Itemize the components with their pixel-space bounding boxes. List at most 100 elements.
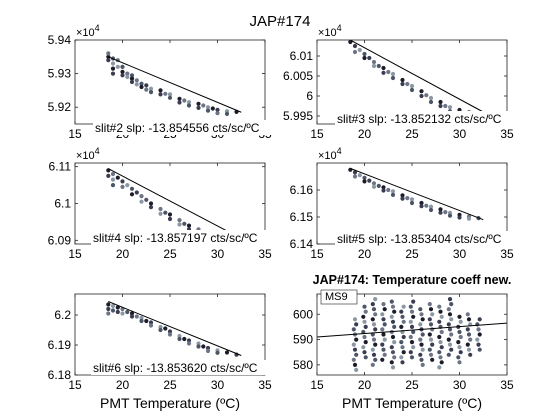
y-exponent-power: 4 (95, 146, 100, 156)
x-tick-label: 15 (68, 127, 82, 141)
data-point (392, 309, 397, 314)
data-point (371, 352, 377, 357)
data-point (438, 99, 443, 105)
data-point (354, 337, 359, 342)
data-point (430, 312, 435, 317)
data-point (419, 204, 424, 209)
fit-line (108, 168, 242, 239)
data-point (351, 327, 356, 332)
data-point (390, 71, 396, 77)
data-point (205, 105, 211, 110)
data-point (158, 88, 163, 93)
x-axis-label: PMT Temperature (ºC) (342, 395, 482, 411)
x-tick-label: 30 (211, 378, 225, 392)
data-point (430, 357, 435, 362)
data-point (409, 197, 415, 202)
data-point (115, 309, 120, 315)
data-point (380, 357, 385, 362)
data-point (352, 43, 358, 49)
slope-annotation: slit#3 slp: -13.852132 cts/sc/ºC (337, 112, 502, 126)
x-tick-label: 35 (500, 378, 514, 392)
fit-line (350, 40, 484, 113)
data-point (158, 92, 163, 97)
data-point (148, 205, 154, 210)
data-point (362, 51, 367, 57)
data-point (373, 312, 378, 317)
data-point (428, 95, 434, 101)
data-point (144, 318, 149, 324)
data-point (409, 309, 415, 314)
plot-area (348, 167, 484, 221)
data-point (449, 302, 454, 307)
data-point (352, 362, 358, 367)
data-point (392, 340, 397, 345)
panel-title: JAP#174: Temperature coeff new. (313, 273, 512, 287)
y-tick-label: 5.94 (48, 33, 72, 47)
legend: MS9 (320, 289, 358, 305)
y-tick-label: 580 (293, 358, 313, 372)
data-point (370, 362, 375, 367)
x-tick-label: 25 (163, 247, 177, 261)
data-point (382, 307, 387, 312)
data-point (134, 314, 139, 319)
data-point (447, 297, 453, 302)
data-point (447, 327, 453, 332)
data-point (158, 327, 163, 333)
data-point (163, 326, 168, 331)
data-point (390, 319, 396, 324)
data-point (186, 223, 192, 228)
data-point (362, 304, 367, 309)
data-point (370, 302, 375, 307)
data-point (373, 357, 378, 362)
annotation-background (335, 231, 523, 246)
data-point (437, 304, 442, 309)
slope-annotation: slit#2 slp: -13.854556 cts/sc/ºC (95, 121, 260, 135)
fit-line (108, 56, 242, 113)
y-tick-label: 5.93 (48, 67, 72, 81)
data-point (438, 309, 443, 314)
data-point (139, 315, 144, 321)
data-point (167, 216, 173, 222)
data-point (420, 332, 425, 337)
data-point (476, 342, 481, 347)
data-point (428, 307, 434, 312)
y-tick-label: 6.19 (48, 338, 72, 352)
data-point (106, 302, 111, 307)
data-point (381, 347, 386, 352)
data-point (167, 92, 173, 97)
data-point (465, 342, 470, 347)
data-point (182, 221, 187, 226)
y-tick-label: 6.005 (283, 69, 313, 83)
data-point (447, 105, 453, 110)
x-tick-label: 30 (453, 247, 467, 261)
data-point (158, 206, 163, 212)
data-point (390, 350, 396, 355)
data-point (362, 179, 367, 184)
data-point (148, 323, 154, 328)
data-point (382, 322, 387, 327)
y-tick-label: 6.11 (49, 160, 72, 174)
x-tick-label: 30 (453, 378, 467, 392)
data-point (438, 103, 443, 109)
data-point (428, 337, 434, 342)
data-point (177, 96, 182, 101)
data-point (409, 324, 415, 329)
data-point (110, 303, 116, 309)
y-exponent-label: ×104 (76, 146, 100, 162)
data-point (419, 200, 424, 206)
data-point (427, 332, 432, 337)
data-point (477, 347, 482, 352)
data-point (224, 350, 230, 355)
data-point (196, 344, 201, 349)
data-point (400, 81, 405, 87)
y-tick-label: 6 (306, 89, 313, 103)
data-point (224, 111, 230, 116)
data-point (115, 64, 120, 69)
data-point (428, 204, 434, 209)
data-point (373, 297, 378, 302)
data-point (390, 334, 396, 340)
data-point (371, 59, 377, 65)
data-point (373, 327, 378, 332)
panel-2: 15 20 25 30 35 5.995 6 6.005 6.01 ×104 slit#3 slp:… (283, 23, 523, 141)
